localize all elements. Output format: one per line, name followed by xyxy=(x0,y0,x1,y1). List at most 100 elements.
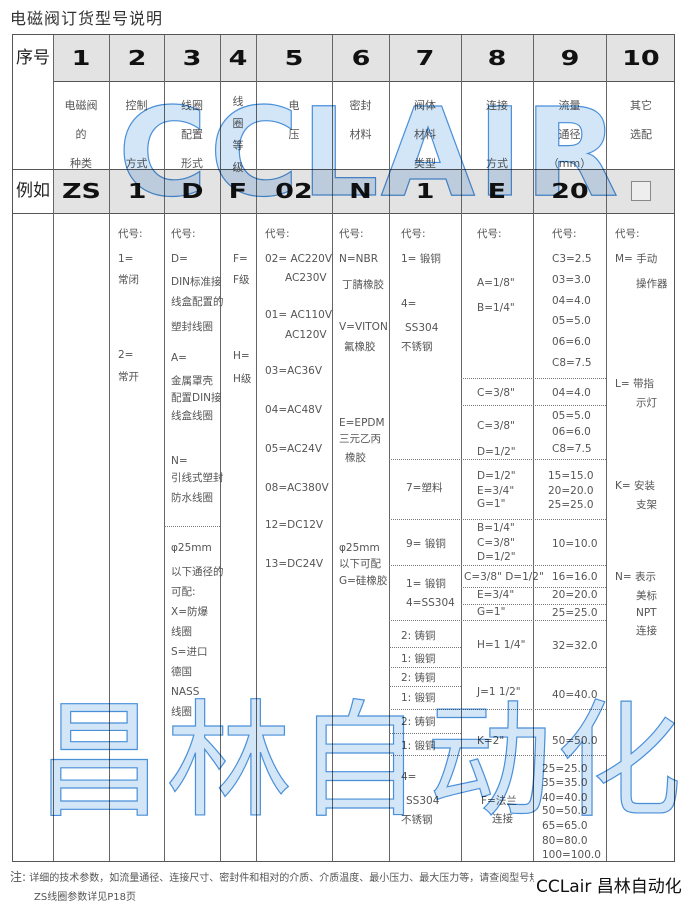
column-divider xyxy=(164,35,165,861)
column-description: （mm） xyxy=(547,157,592,170)
index-row-label: 序号 xyxy=(16,47,50,68)
code-option-col7: 1: 锻铜 xyxy=(401,653,436,665)
column-description: 压 xyxy=(288,128,300,141)
footnote-text: 详细的技术参数，如流量通径、连接尺寸、密封件和相对的介质、介质温度、最小压力、最… xyxy=(29,873,610,884)
code-option-col8: E=3/4" xyxy=(477,485,515,497)
code-option-col7: 不锈钢 xyxy=(401,814,433,826)
divider xyxy=(13,169,674,170)
code-option-col3: 引线式塑封 xyxy=(171,472,224,484)
code-option-col7: 1= 锻铜 xyxy=(401,253,441,265)
code-option-col7: SS304 xyxy=(405,322,439,334)
example-code-value: ZS xyxy=(61,179,101,203)
code-option-col3: 配置DIN接 xyxy=(171,392,222,404)
column-number-cell: 5 xyxy=(256,35,332,81)
dotted-separator xyxy=(389,686,461,687)
example-code-value: N xyxy=(349,179,372,203)
dotted-separator xyxy=(461,378,606,379)
code-option-col5: 04=AC48V xyxy=(265,404,323,416)
column-divider xyxy=(606,35,607,861)
code-option-col5: 01= AC110V xyxy=(265,309,333,321)
code-option-col9: 80=80.0 xyxy=(542,835,588,847)
column-number-cell: 2 xyxy=(109,35,164,81)
code-option-col10: K= 安装 xyxy=(615,480,656,492)
code-option-col8: 代号: xyxy=(477,228,502,240)
column-number-cell: 8 xyxy=(461,35,533,81)
code-option-col8: D=1/2" xyxy=(477,446,516,458)
column-description: 电磁阀 xyxy=(64,99,98,112)
column-description: 密封 xyxy=(349,99,372,112)
code-option-col5: 12=DC12V xyxy=(265,519,324,531)
code-option-col7: 2: 铸铜 xyxy=(401,672,436,684)
code-option-col10: 示灯 xyxy=(636,397,657,409)
column-number-cell: 3 xyxy=(164,35,220,81)
code-option-col9: 50=50.0 xyxy=(542,805,588,817)
column-description: 方式 xyxy=(125,157,148,170)
footnote: 注: 详细的技术参数，如流量通径、连接尺寸、密封件和相对的介质、介质温度、最小压… xyxy=(10,868,609,885)
code-option-col9: 32=32.0 xyxy=(552,640,598,652)
code-option-col6: V=VITON xyxy=(339,321,388,333)
code-option-col3: 线盒线圈 xyxy=(171,410,213,422)
divider xyxy=(13,213,674,214)
code-option-col9: C8=7.5 xyxy=(552,443,592,455)
code-option-col5: 13=DC24V xyxy=(265,558,324,570)
column-description: 配置 xyxy=(181,128,203,141)
example-code: F xyxy=(220,169,256,213)
column-number: 4 xyxy=(228,46,248,70)
code-option-col7: 1: 锻铜 xyxy=(401,740,436,752)
code-option-col6: G=硅橡胶 xyxy=(339,575,388,587)
code-option-col9: 20=20.0 xyxy=(552,589,598,601)
code-option-col9: 03=3.0 xyxy=(552,274,591,286)
dotted-separator xyxy=(164,526,220,527)
code-option-col8: C=3/8" D=1/2" xyxy=(464,571,544,583)
code-option-col9: 16=16.0 xyxy=(552,571,598,583)
code-option-col3: φ25mm xyxy=(171,542,212,554)
code-option-col9: 25=25.0 xyxy=(548,499,594,511)
code-option-col9: C3=2.5 xyxy=(552,253,592,265)
code-option-col7: 4= xyxy=(401,298,417,310)
code-option-col5: 05=AC24V xyxy=(265,443,323,455)
column-description: 种类 xyxy=(70,157,92,170)
page-title: 电磁阀订货型号说明 xyxy=(10,9,164,28)
column-number-cell: 9 xyxy=(533,35,606,81)
option-checkbox[interactable] xyxy=(631,181,651,201)
column-divider xyxy=(109,35,110,861)
code-option-col3: 线圈 xyxy=(171,626,192,638)
code-option-col8: G=1" xyxy=(477,498,506,510)
code-option-col8: C=3/8" xyxy=(477,387,515,399)
column-number: 10 xyxy=(622,46,660,70)
dotted-separator xyxy=(389,459,606,460)
example-code-value: D xyxy=(180,179,204,203)
column-number: 2 xyxy=(127,46,146,70)
code-option-col3: 塑封线圈 xyxy=(171,321,213,333)
code-option-col7: SS304 xyxy=(406,795,440,807)
code-option-col3: 防水线圈 xyxy=(171,492,213,504)
code-option-col9: 10=10.0 xyxy=(552,538,598,550)
column-divider xyxy=(256,35,257,861)
code-option-col3: 线圈 xyxy=(171,706,192,718)
code-option-col8: K=2" xyxy=(477,735,505,747)
code-option-col7: 4=SS304 xyxy=(406,597,455,609)
column-number-cell: 4 xyxy=(220,35,256,81)
example-code-value: E xyxy=(487,179,507,203)
code-option-col9: 06=6.0 xyxy=(552,426,591,438)
column-number-cell: 6 xyxy=(332,35,389,81)
code-option-col9: 100=100.0 xyxy=(542,849,601,861)
example-code: 1 xyxy=(109,169,164,213)
column-description: 形式 xyxy=(181,157,203,170)
column-description: 流量 xyxy=(558,99,581,112)
brand-label: CCLair 昌林自动化 xyxy=(534,872,684,897)
column-divider xyxy=(332,35,333,861)
code-option-col3: NASS xyxy=(171,686,200,698)
example-code: E xyxy=(461,169,533,213)
dotted-separator xyxy=(461,587,606,588)
column-description: 阀体 xyxy=(414,99,436,112)
column-description: 级 xyxy=(232,161,244,174)
example-option-cell xyxy=(606,169,676,213)
code-option-col10: 操作器 xyxy=(636,278,668,290)
code-option-col5: 08=AC380V xyxy=(265,482,329,494)
code-option-col10: 代号: xyxy=(615,228,640,240)
column-divider xyxy=(220,35,221,861)
column-number: 3 xyxy=(182,46,202,70)
column-description: 线 xyxy=(232,95,244,108)
column-description: 其它 xyxy=(630,99,652,112)
